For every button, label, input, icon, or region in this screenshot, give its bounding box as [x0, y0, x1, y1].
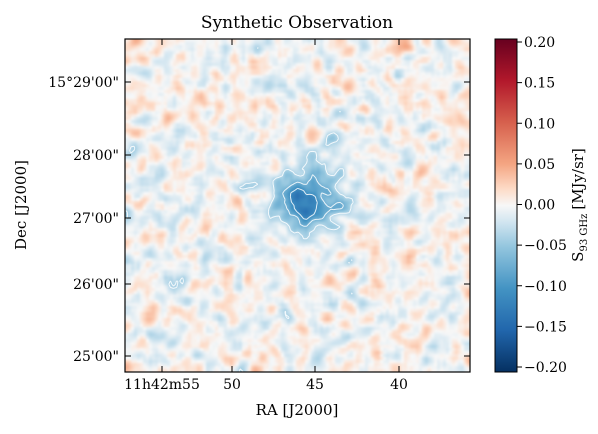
colorbar-tick-label: −0.10 — [524, 279, 567, 295]
colorbar-tick-label: 0.00 — [524, 198, 555, 214]
colorbar-label: S93 GHz [MJy/sr] — [569, 148, 590, 262]
plot-frame — [124, 38, 471, 373]
x-axis-ticks: 11h42m55 50 45 40 — [124, 39, 408, 393]
x-tick-label: 11h42m55 — [124, 377, 200, 393]
colorbar-tick-label: 0.10 — [524, 116, 555, 132]
colorbar-tick-label: −0.05 — [524, 238, 567, 254]
heatmap-plot — [125, 39, 470, 372]
contour-lines — [125, 47, 354, 372]
x-tick-label: 40 — [390, 377, 408, 393]
colorbar-ticks: 0.20 0.15 0.10 0.05 0.00 −0.05 −0.10 −0.15 −0.20 — [517, 35, 567, 376]
y-tick-label: 27'00" — [73, 211, 119, 227]
y-tick-label: 28'00" — [73, 148, 119, 164]
y-tick-label: 15°29'00" — [48, 75, 119, 91]
colorbar-tick-label: −0.15 — [524, 319, 567, 335]
heatmap-image — [125, 39, 470, 372]
colorbar-label-sub: 93 GHz — [579, 214, 590, 252]
x-tick-label: 45 — [306, 377, 324, 393]
x-tick-label: 50 — [223, 377, 241, 393]
y-axis-label: Dec [J2000] — [12, 160, 30, 250]
colorbar-tick-label: 0.15 — [524, 76, 555, 92]
x-axis-label: RA [J2000] — [256, 401, 339, 419]
contour-layer — [125, 47, 354, 372]
colorbar-tick-label: 0.05 — [524, 157, 555, 173]
colorbar-tick-label: −0.20 — [524, 360, 567, 376]
colorbar-label-unit: [MJy/sr] — [569, 148, 587, 209]
y-tick-label: 25'00" — [73, 349, 119, 365]
colorbar-tick-label: 0.20 — [524, 35, 555, 51]
y-axis-ticks: 15°29'00" 28'00" 27'00" 26'00" 25'00" — [48, 75, 470, 365]
colorbar-label-main: S — [569, 252, 587, 262]
y-tick-label: 26'00" — [73, 277, 119, 293]
chart-title: Synthetic Observation — [201, 13, 393, 33]
colorbar — [494, 38, 518, 373]
